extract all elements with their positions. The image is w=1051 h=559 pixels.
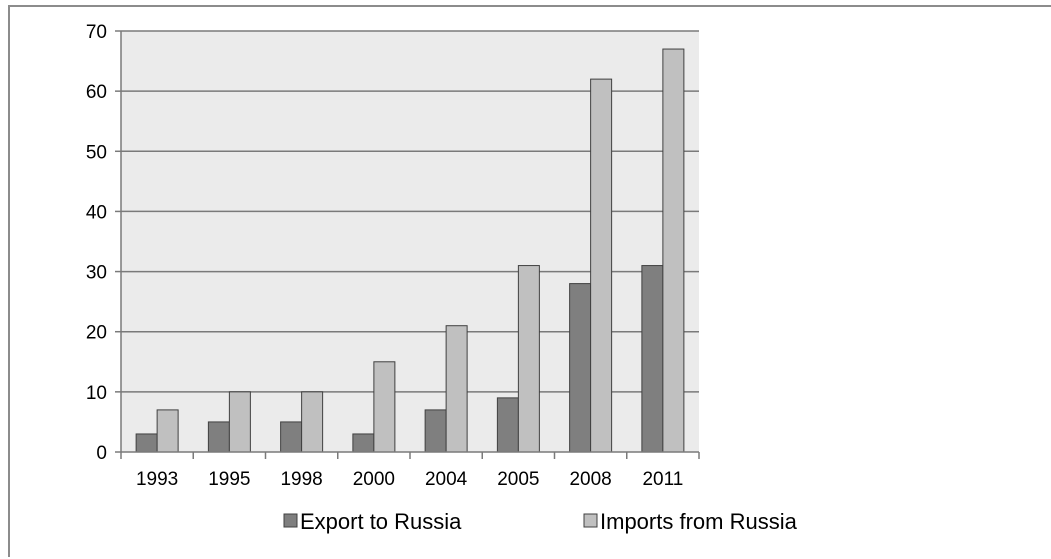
y-tick-label: 50 [86, 142, 107, 163]
bar-chart: 0 10 20 30 40 50 60 70 1993 1995 1998 2000 2004 2005… [86, 22, 798, 534]
bar-imports-from-russia-2004 [445, 325, 468, 453]
legend: Export to Russia Imports from Russia [283, 509, 798, 534]
y-tick-label: 10 [86, 383, 107, 404]
y-tick-label: 30 [86, 263, 107, 284]
y-tick-labels: 0 10 20 30 40 50 60 70 [86, 22, 107, 464]
legend-label-imports-from-russia: Imports from Russia [600, 509, 798, 534]
x-tick-label: 2011 [642, 469, 683, 490]
y-tick-label: 70 [86, 22, 107, 43]
x-tick-labels: 1993 1995 1998 2000 2004 2005 2008 2011 [136, 469, 683, 490]
bar-imports-from-russia-1993 [156, 409, 179, 453]
x-tick-label: 2000 [353, 469, 395, 490]
x-tick-label: 2004 [425, 469, 468, 490]
bar-export-to-russia-1998 [280, 421, 303, 453]
bar-imports-from-russia-2011 [662, 48, 685, 453]
bars [135, 48, 685, 453]
bar-imports-from-russia-2008 [590, 78, 613, 453]
grid-lines [121, 30, 699, 393]
y-tick-label: 40 [86, 202, 107, 223]
bar-export-to-russia-2008 [569, 283, 592, 453]
bar-export-to-russia-2011 [641, 265, 664, 453]
x-tick-label: 1998 [280, 469, 322, 490]
y-tick-label: 0 [96, 443, 107, 464]
bar-imports-from-russia-2005 [517, 265, 540, 453]
bar-export-to-russia-1995 [207, 421, 230, 453]
bar-imports-from-russia-2000 [373, 361, 396, 453]
legend-swatch-imports-from-russia [583, 513, 598, 528]
bar-export-to-russia-1993 [135, 433, 158, 453]
x-tick-label: 2008 [569, 469, 611, 490]
bar-imports-from-russia-1995 [228, 391, 251, 453]
legend-swatch-export-to-russia [283, 513, 298, 528]
x-tick-label: 1993 [136, 469, 178, 490]
bar-export-to-russia-2004 [424, 409, 447, 453]
bar-export-to-russia-2005 [496, 397, 519, 453]
y-tick-label: 20 [86, 323, 107, 344]
bar-imports-from-russia-1998 [301, 391, 324, 453]
legend-label-export-to-russia: Export to Russia [300, 509, 462, 534]
x-tick-label: 1995 [208, 469, 250, 490]
y-tick-label: 60 [86, 82, 107, 103]
chart-frame: 0 10 20 30 40 50 60 70 1993 1995 1998 2000 2004 2005… [8, 5, 1051, 557]
axes [115, 30, 700, 459]
x-tick-label: 2005 [497, 469, 539, 490]
plot-area-background [121, 31, 699, 452]
bar-export-to-russia-2000 [352, 433, 375, 453]
